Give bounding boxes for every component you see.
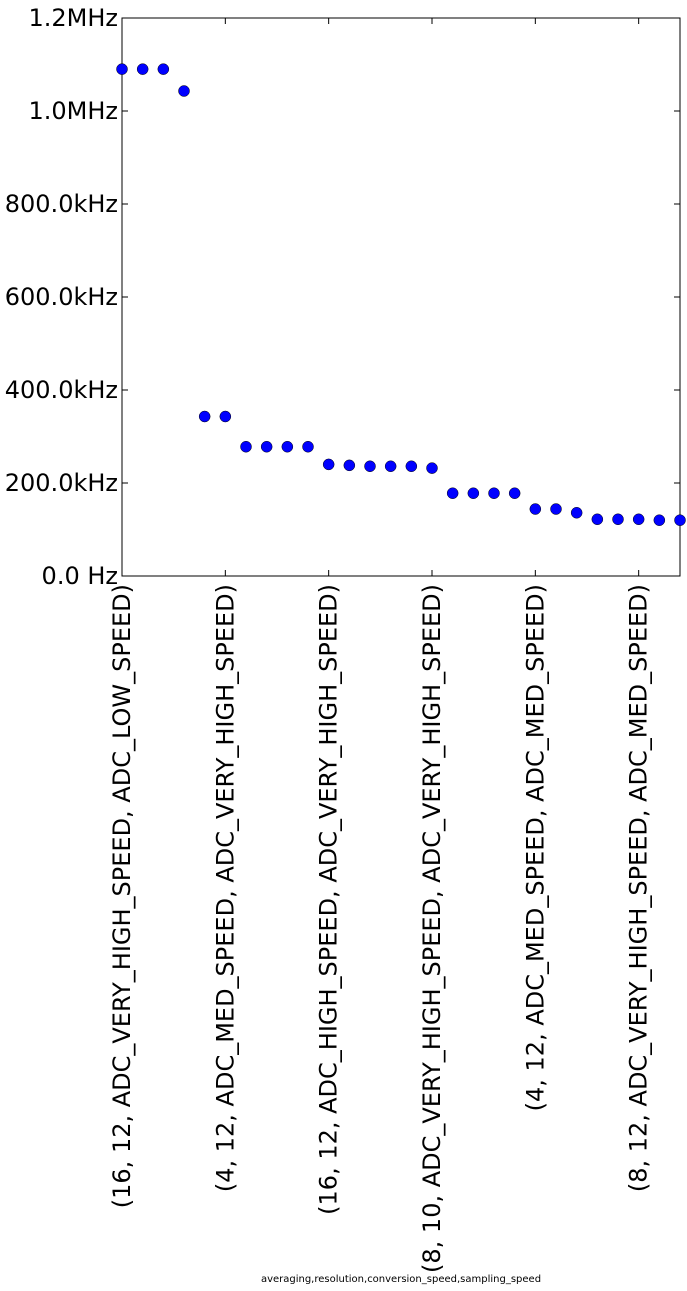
data-point: [157, 63, 170, 75]
data-point: [467, 487, 480, 499]
data-point: [653, 514, 666, 526]
y-tick-label: 200.0kHz: [5, 469, 118, 497]
data-point: [612, 513, 624, 526]
y-tick-label: 600.0kHz: [5, 283, 118, 311]
data-point: [405, 460, 418, 473]
data-point: [446, 487, 459, 499]
data-point: [136, 63, 149, 75]
data-point: [570, 507, 583, 519]
data-point: [529, 503, 542, 515]
data-point: [591, 513, 604, 526]
data-point: [198, 410, 211, 423]
data-point: [426, 462, 438, 474]
data-point: [384, 460, 397, 473]
y-axis: 0.0 Hz 200.0kHz 400.0kHz 600.0kHz 800.0kHz 1.…: [5, 4, 680, 590]
data-point: [240, 440, 252, 453]
data-point: [260, 440, 273, 453]
y-tick-label: 1.0MHz: [28, 97, 118, 125]
x-tick-label: (8, 12, ADC_VERY_HIGH_SPEED, ADC_MED_SPE…: [625, 584, 653, 1192]
x-axis-label: averaging,resolution,conversion_speed,sa…: [261, 1274, 541, 1285]
data-point: [322, 458, 335, 471]
x-tick-label: (16, 12, ADC_VERY_HIGH_SPEED, ADC_LOW_SP…: [108, 584, 136, 1208]
y-tick-label: 400.0kHz: [5, 376, 118, 404]
data-point: [674, 514, 686, 526]
data-point: [302, 440, 314, 453]
data-point: [178, 85, 190, 97]
data-point: [364, 460, 376, 473]
data-point: [550, 503, 562, 515]
x-tick-label: (4, 12, ADC_MED_SPEED, ADC_VERY_HIGH_SPE…: [211, 584, 239, 1192]
y-tick-label: 0.0 Hz: [42, 562, 118, 590]
x-tick-label: (4, 12, ADC_MED_SPEED, ADC_MED_SPEED): [521, 584, 549, 1111]
y-tick-label: 800.0kHz: [5, 190, 118, 218]
plot-area: [121, 17, 681, 577]
x-tick-label: (8, 10, ADC_VERY_HIGH_SPEED, ADC_VERY_HI…: [418, 584, 446, 1273]
data-point: [281, 440, 294, 453]
x-axis: (16, 12, ADC_VERY_HIGH_SPEED, ADC_LOW_SP…: [108, 18, 653, 1273]
data-point: [219, 410, 232, 423]
y-tick-label: 1.2MHz: [28, 4, 118, 32]
data-point: [632, 513, 645, 526]
data-points: [116, 63, 686, 526]
data-point: [343, 459, 356, 472]
data-point: [116, 63, 128, 75]
data-point: [488, 487, 500, 499]
x-tick-label: (16, 12, ADC_HIGH_SPEED, ADC_VERY_HIGH_S…: [315, 584, 343, 1215]
data-point: [508, 487, 521, 499]
